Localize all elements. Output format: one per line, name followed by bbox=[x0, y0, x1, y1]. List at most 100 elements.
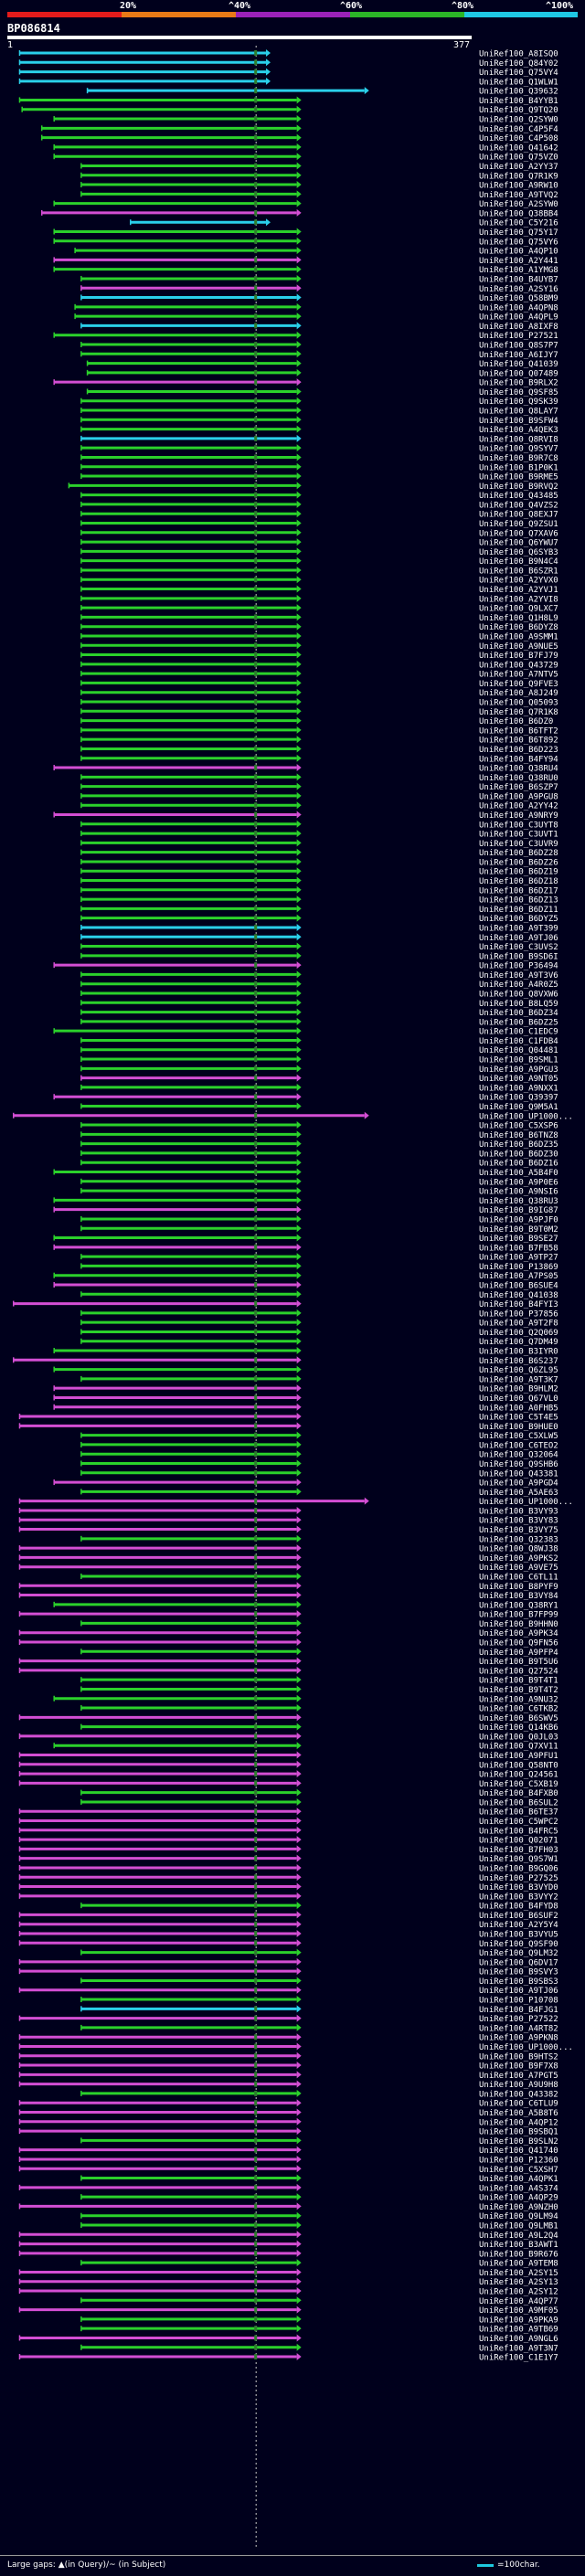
hit-row[interactable]: UniRef100_B9IG87 bbox=[53, 1205, 558, 1216]
hit-row[interactable]: UniRef100_C5XB19 bbox=[18, 1779, 558, 1789]
hit-label[interactable]: UniRef100_Q39632 bbox=[479, 88, 558, 97]
hit-row[interactable]: UniRef100_B6TFT2 bbox=[80, 726, 558, 737]
hit-row[interactable]: UniRef100_A9T3N7 bbox=[80, 2343, 558, 2354]
hit-label[interactable]: UniRef100_B4UYB7 bbox=[479, 275, 558, 284]
hit-row[interactable]: UniRef100_Q41039 bbox=[86, 359, 558, 370]
hit-label[interactable]: UniRef100_Q8EXJ7 bbox=[479, 511, 558, 520]
hit-label[interactable]: UniRef100_P27525 bbox=[479, 1874, 558, 1883]
hit-label[interactable]: UniRef100_Q9FVE3 bbox=[479, 680, 558, 689]
hit-label[interactable]: UniRef100_Q75VY4 bbox=[479, 69, 558, 78]
hit-label[interactable]: UniRef100_A9NZH0 bbox=[479, 2203, 558, 2212]
hit-label[interactable]: UniRef100_B9SFW4 bbox=[479, 417, 558, 426]
hit-row[interactable]: UniRef100_C1E1Y7 bbox=[18, 2353, 558, 2363]
hit-label[interactable]: UniRef100_P12360 bbox=[479, 2156, 558, 2165]
hit-row[interactable]: UniRef100_A4QP12 bbox=[18, 2117, 558, 2128]
hit-row[interactable]: UniRef100_B9HUE0 bbox=[18, 1422, 558, 1432]
hit-label[interactable]: UniRef100_A4S374 bbox=[479, 2184, 558, 2193]
hit-row[interactable]: UniRef100_A9L2Q4 bbox=[18, 2231, 558, 2241]
hit-row[interactable]: UniRef100_A2Y441 bbox=[53, 256, 558, 266]
hit-row[interactable]: UniRef100_Q1WLW1 bbox=[18, 77, 558, 88]
hit-row[interactable]: UniRef100_A9TJ06 bbox=[80, 933, 558, 943]
hit-row[interactable]: UniRef100_Q9SHB6 bbox=[80, 1459, 558, 1470]
hit-label[interactable]: UniRef100_B6SWV5 bbox=[479, 1714, 558, 1723]
hit-label[interactable]: UniRef100_Q9LXC7 bbox=[479, 605, 558, 614]
hit-label[interactable]: UniRef100_A2YVX0 bbox=[479, 577, 558, 586]
hit-row[interactable]: UniRef100_C5T4E5 bbox=[18, 1413, 558, 1423]
hit-label[interactable]: UniRef100_B9RVQ2 bbox=[479, 482, 558, 492]
hit-label[interactable]: UniRef100_C1EDC9 bbox=[479, 1028, 558, 1037]
hit-row[interactable]: UniRef100_Q2SYW0 bbox=[53, 115, 558, 125]
hit-label[interactable]: UniRef100_UP1000... bbox=[479, 1112, 573, 1121]
hit-label[interactable]: UniRef100_A4QPN8 bbox=[479, 303, 558, 313]
hit-row[interactable]: UniRef100_A1YMG8 bbox=[53, 265, 558, 276]
hit-label[interactable]: UniRef100_Q2SYW0 bbox=[479, 116, 558, 125]
hit-row[interactable]: UniRef100_B4FYD8 bbox=[80, 1902, 558, 1912]
hit-row[interactable]: UniRef100_A4QP29 bbox=[80, 2193, 558, 2203]
hit-label[interactable]: UniRef100_Q9FN56 bbox=[479, 1639, 558, 1648]
hit-label[interactable]: UniRef100_A2SY15 bbox=[479, 2269, 558, 2278]
hit-label[interactable]: UniRef100_B9T4T2 bbox=[479, 1686, 558, 1695]
hit-row[interactable]: UniRef100_C5XLW5 bbox=[80, 1431, 558, 1442]
hit-label[interactable]: UniRef100_A1YMG8 bbox=[479, 266, 558, 275]
hit-label[interactable]: UniRef100_B9SML1 bbox=[479, 1056, 558, 1065]
hit-label[interactable]: UniRef100_A9U9H8 bbox=[479, 2081, 558, 2090]
hit-row[interactable]: UniRef100_Q9LM94 bbox=[80, 2211, 558, 2222]
hit-label[interactable]: UniRef100_B6DZ28 bbox=[479, 849, 558, 858]
hit-label[interactable]: UniRef100_A6IJY7 bbox=[479, 351, 558, 360]
hit-label[interactable]: UniRef100_A9PFU1 bbox=[479, 1752, 558, 1761]
hit-label[interactable]: UniRef100_Q7DM49 bbox=[479, 1338, 558, 1347]
hit-label[interactable]: UniRef100_A9TP27 bbox=[479, 1254, 558, 1263]
hit-label[interactable]: UniRef100_B9IG87 bbox=[479, 1206, 558, 1215]
hit-row[interactable]: UniRef100_A9PGU8 bbox=[80, 791, 558, 802]
hit-row[interactable]: UniRef100_B6DZ19 bbox=[80, 867, 558, 877]
hit-row[interactable]: UniRef100_B6DZ0 bbox=[80, 716, 553, 727]
hit-label[interactable]: UniRef100_A9T3K7 bbox=[479, 1375, 558, 1384]
hit-row[interactable]: UniRef100_P13869 bbox=[80, 1262, 558, 1272]
hit-row[interactable]: UniRef100_Q9SF85 bbox=[86, 387, 558, 398]
hit-label[interactable]: UniRef100_Q84Y02 bbox=[479, 59, 558, 69]
hit-label[interactable]: UniRef100_C1E1Y7 bbox=[479, 2354, 558, 2363]
hit-label[interactable]: UniRef100_A2YY42 bbox=[479, 802, 558, 811]
hit-row[interactable]: UniRef100_A9PJF0 bbox=[80, 1214, 558, 1225]
hit-label[interactable]: UniRef100_Q9TQ20 bbox=[479, 106, 558, 115]
hit-label[interactable]: UniRef100_Q02071 bbox=[479, 1837, 558, 1846]
hit-label[interactable]: UniRef100_P10708 bbox=[479, 1997, 558, 2006]
hit-label[interactable]: UniRef100_B6DZ25 bbox=[479, 1018, 558, 1027]
hit-row[interactable]: UniRef100_B9T0M2 bbox=[80, 1224, 558, 1235]
hit-label[interactable]: UniRef100_B4FY94 bbox=[479, 755, 558, 764]
hit-label[interactable]: UniRef100_C3UYT8 bbox=[479, 821, 558, 830]
hit-row[interactable]: UniRef100_Q43382 bbox=[80, 2089, 558, 2100]
hit-label[interactable]: UniRef100_A2YVI8 bbox=[479, 595, 558, 604]
hit-label[interactable]: UniRef100_C5XLW5 bbox=[479, 1432, 558, 1441]
hit-row[interactable]: UniRef100_A2SY12 bbox=[18, 2287, 558, 2297]
hit-row[interactable]: UniRef100_Q39632 bbox=[86, 87, 558, 97]
hit-label[interactable]: UniRef100_C6TLU9 bbox=[479, 2100, 558, 2109]
hit-label[interactable]: UniRef100_B6DZ0 bbox=[479, 717, 553, 726]
hit-row[interactable]: UniRef100_A2YVI8 bbox=[80, 594, 558, 605]
hit-row[interactable]: UniRef100_Q02071 bbox=[18, 1836, 558, 1846]
hit-row[interactable]: UniRef100_A0FHB5 bbox=[53, 1403, 558, 1414]
hit-row[interactable]: UniRef100_B6DZ13 bbox=[80, 896, 558, 906]
hit-label[interactable]: UniRef100_C6TL11 bbox=[479, 1573, 558, 1582]
hit-label[interactable]: UniRef100_B6SUL2 bbox=[479, 1798, 558, 1807]
hit-label[interactable]: UniRef100_Q6ZL95 bbox=[479, 1366, 558, 1375]
hit-row[interactable]: UniRef100_B6DZ28 bbox=[80, 848, 558, 859]
hit-label[interactable]: UniRef100_B6DZ30 bbox=[479, 1150, 558, 1159]
hit-row[interactable]: UniRef100_C3UVT1 bbox=[80, 830, 558, 840]
hit-row[interactable]: UniRef100_B7FP99 bbox=[18, 1610, 558, 1620]
hit-row[interactable]: UniRef100_A2SY15 bbox=[18, 2268, 558, 2278]
hit-label[interactable]: UniRef100_Q67VL0 bbox=[479, 1394, 558, 1404]
hit-row[interactable]: UniRef100_A9PGU3 bbox=[80, 1065, 558, 1075]
hit-row[interactable]: UniRef100_B9SVY3 bbox=[18, 1967, 558, 1977]
hit-label[interactable]: UniRef100_Q43485 bbox=[479, 492, 558, 501]
hit-label[interactable]: UniRef100_A4QPL9 bbox=[479, 313, 558, 323]
hit-row[interactable]: UniRef100_B9SD6I bbox=[80, 951, 558, 962]
hit-label[interactable]: UniRef100_Q24561 bbox=[479, 1771, 558, 1780]
hit-row[interactable]: UniRef100_A4QPL9 bbox=[74, 313, 558, 323]
hit-row[interactable]: UniRef100_Q7DM49 bbox=[80, 1337, 558, 1348]
hit-row[interactable]: UniRef100_B4FY94 bbox=[80, 754, 558, 765]
hit-label[interactable]: UniRef100_A9NT05 bbox=[479, 1075, 558, 1084]
hit-label[interactable]: UniRef100_A9NUE5 bbox=[479, 642, 558, 652]
hit-label[interactable]: UniRef100_A9TJ06 bbox=[479, 1987, 558, 1996]
hit-label[interactable]: UniRef100_Q9SF90 bbox=[479, 1940, 558, 1949]
